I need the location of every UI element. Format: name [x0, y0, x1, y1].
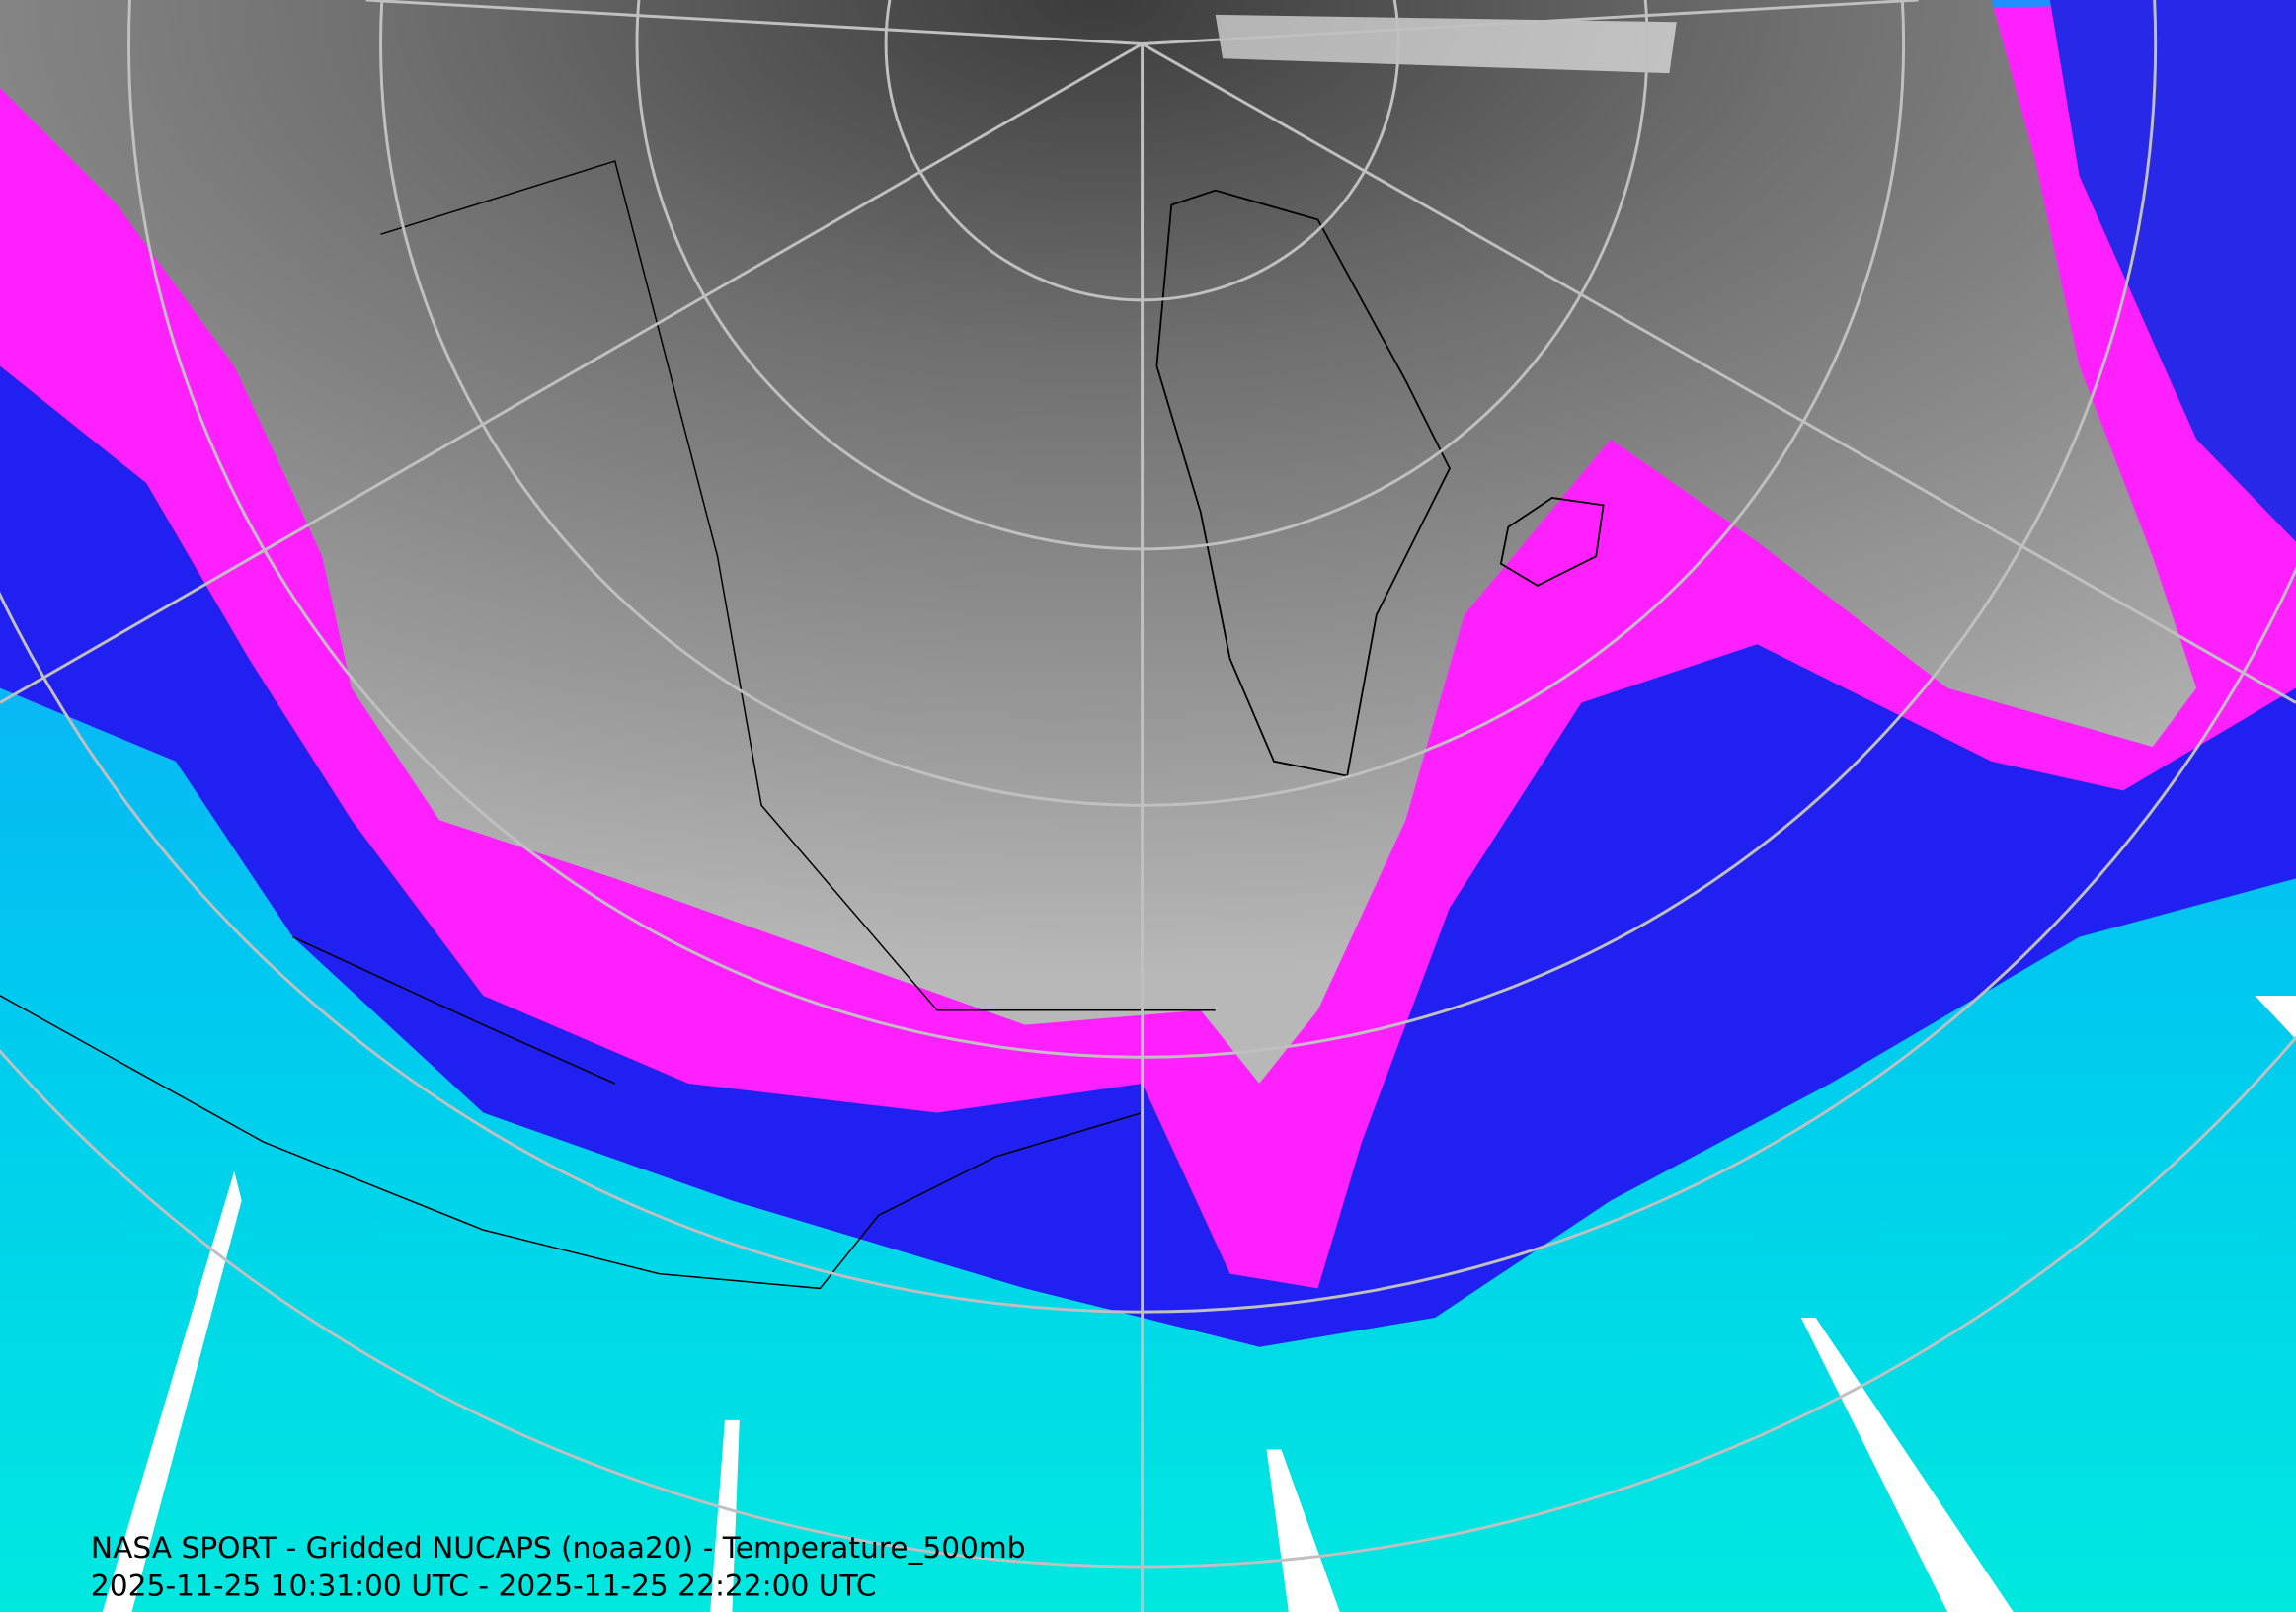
swath-gap [2255, 995, 2296, 1040]
meridian [1141, 42, 2296, 704]
greenland-outline [1155, 189, 1451, 777]
swath-gap [102, 1170, 242, 1612]
meridian [0, 42, 1144, 704]
swath-gap [710, 1419, 740, 1612]
swath-gap [1266, 1449, 1340, 1612]
pole-streaks [1215, 14, 1677, 74]
iceland-outline [1499, 497, 1605, 587]
meridian [365, 0, 1143, 45]
map-title: NASA SPORT - Gridded NUCAPS (noaa20) - T… [91, 1530, 1026, 1565]
map-time-range: 2025-11-25 10:31:00 UTC - 2025-11-25 22:… [91, 1569, 877, 1603]
meridian [1142, 0, 1919, 45]
blue-east [2049, 0, 2296, 542]
cold-gray-field [0, 0, 2197, 1084]
boundaries [0, 160, 1216, 1290]
